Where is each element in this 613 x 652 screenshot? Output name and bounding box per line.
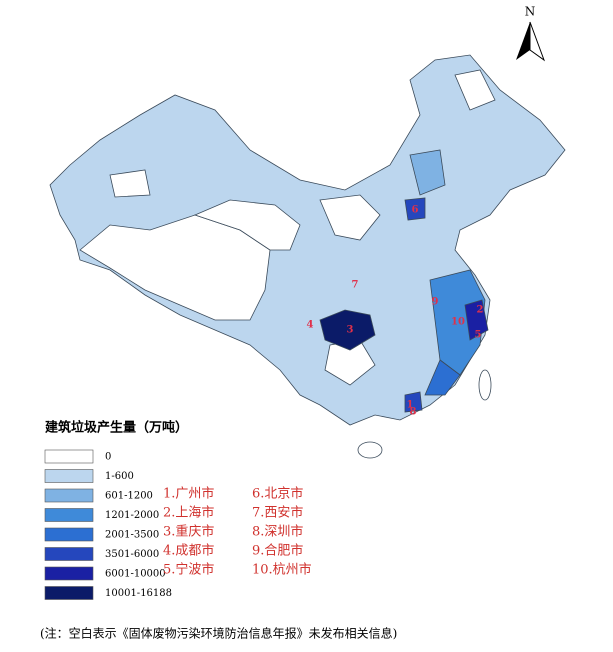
map-label: 9 [432, 297, 439, 308]
legend: 0 1-600 601-1200 1201-2000 2001-3500 3501-600… [44, 449, 172, 600]
legend-label: 0 [105, 452, 111, 463]
legend-label: 10001-16188 [105, 588, 172, 599]
china-map [49, 54, 566, 459]
map-label: 5 [475, 330, 482, 341]
legend-label: 1-600 [105, 471, 134, 482]
blank-region [319, 194, 381, 241]
city-name: 2.上海市 [163, 505, 214, 521]
note: (注：空白表示《固体废物污染环境防治信息年报》未发布相关信息) [40, 626, 397, 641]
map-label: 3 [347, 325, 354, 336]
taiwan [478, 369, 492, 401]
city-name: 10.杭州市 [252, 562, 312, 578]
blank-region [193, 199, 301, 251]
city-name: 5.宁波市 [163, 562, 214, 578]
blank-region [79, 214, 271, 321]
city-name: 8.深圳市 [252, 524, 303, 540]
city-name: 7.西安市 [252, 505, 303, 521]
legend-swatch [44, 488, 94, 503]
map-label: 1 [407, 400, 414, 411]
legend-swatch [44, 547, 94, 561]
city-name: 4.成都市 [163, 543, 214, 559]
mid-region [409, 149, 446, 196]
hainan [357, 441, 383, 459]
map-label: 10 [451, 317, 465, 328]
city-list: 1.广州市 2.上海市 3.重庆市 4.成都市 5.宁波市 6.北京市 7.西安市 8.深圳市… [163, 486, 312, 578]
legend-label: 601-1200 [105, 491, 153, 502]
legend-swatch [44, 566, 94, 581]
legend-label: 3501-6000 [105, 549, 159, 560]
mid-region [429, 269, 486, 376]
map-labels: 1 2 3 4 5 6 7 8 9 10 [307, 205, 484, 418]
dark-region [404, 391, 423, 413]
map-label: 7 [352, 280, 359, 291]
legend-title: 建筑垃圾产生量（万吨） [45, 420, 188, 436]
map-label: 8 [410, 407, 417, 418]
blank-region [109, 169, 151, 198]
dark-region [404, 197, 426, 221]
mid-region [424, 359, 461, 396]
legend-swatch [44, 508, 94, 522]
blank-region [454, 69, 496, 111]
arrow-left [516, 22, 530, 60]
city-name: 6.北京市 [252, 486, 303, 502]
city-name: 1.广州市 [163, 486, 214, 502]
city-name: 3.重庆市 [163, 524, 214, 540]
legend-label: 2001-3500 [105, 530, 159, 541]
arrow-right [529, 21, 546, 62]
city-name: 9.合肥市 [252, 543, 303, 559]
map-label: 2 [477, 305, 484, 316]
dark-region [319, 309, 376, 351]
legend-swatch [44, 449, 94, 464]
legend-label: 6001-10000 [105, 569, 166, 580]
legend-swatch [44, 469, 94, 483]
north-label: N [525, 5, 536, 19]
dark-region [464, 299, 489, 341]
north-arrow: N [516, 5, 546, 62]
map-label: 6 [412, 205, 419, 216]
legend-swatch [44, 527, 94, 542]
map-label: 4 [307, 320, 314, 331]
legend-label: 1201-2000 [105, 510, 159, 521]
legend-swatch [44, 586, 94, 600]
